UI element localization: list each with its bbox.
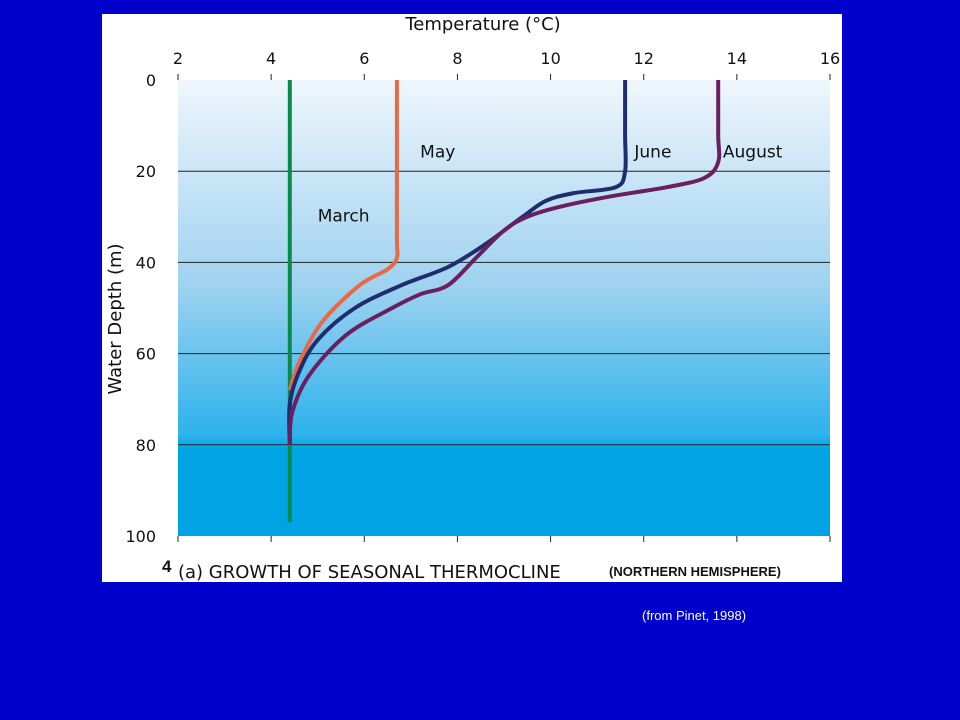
x-tick-label-4: 4 <box>266 49 276 68</box>
grid-lines <box>178 170 830 446</box>
series-label-march: March <box>318 206 370 226</box>
series-label-august: August <box>723 143 783 163</box>
tick-marks <box>177 74 831 542</box>
x-tick-label-14: 14 <box>727 49 747 68</box>
x-tick-label-12: 12 <box>634 49 654 68</box>
x-axis-title: Temperature (°C) <box>404 14 560 35</box>
y-tick-label-0: 0 <box>146 71 156 90</box>
figure-number: 4 <box>162 557 172 576</box>
thermocline-chart: 0 20 40 60 80 100 2 4 6 8 10 12 14 16 March May June Augu… <box>105 14 840 582</box>
series-line-may <box>287 79 400 391</box>
y-tick-label-40: 40 <box>136 253 156 272</box>
chart-panel: 0 20 40 60 80 100 2 4 6 8 10 12 14 16 March May June Augu… <box>102 14 842 582</box>
y-tick-label-80: 80 <box>136 436 156 455</box>
series-label-may: May <box>420 143 455 163</box>
series-label-june: June <box>633 143 671 163</box>
y-tick-label-60: 60 <box>136 345 156 364</box>
series-line-august <box>287 79 722 445</box>
figure-caption-suffix: (NORTHERN HEMISPHERE) <box>609 564 781 579</box>
series-line-june <box>287 79 628 445</box>
y-tick-label-20: 20 <box>136 162 156 181</box>
plot-area <box>178 80 830 536</box>
series-lines <box>287 79 722 523</box>
source-credit: (from Pinet, 1998) <box>642 608 747 623</box>
figure-caption: (a) GROWTH OF SEASONAL THERMOCLINE <box>178 562 561 582</box>
x-tick-label-6: 6 <box>359 49 369 68</box>
x-tick-label-8: 8 <box>452 49 462 68</box>
x-tick-label-16: 16 <box>820 49 840 68</box>
y-tick-label-100: 100 <box>125 527 156 546</box>
y-axis-title: Water Depth (m) <box>105 243 126 394</box>
x-tick-label-2: 2 <box>173 49 183 68</box>
x-tick-label-10: 10 <box>540 49 560 68</box>
tick-labels: 0 20 40 60 80 100 2 4 6 8 10 12 14 16 March May June Augu… <box>125 49 840 546</box>
